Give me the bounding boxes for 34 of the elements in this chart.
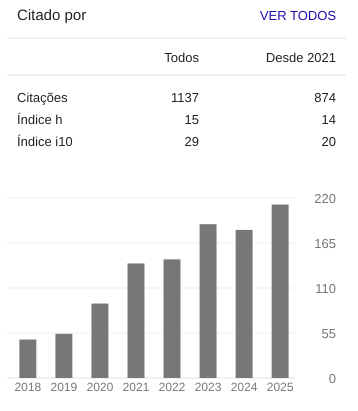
data-label: 15 — [184, 112, 199, 127]
bar — [19, 340, 36, 378]
x-tick-label: 2023 — [194, 380, 222, 394]
bar — [272, 204, 289, 378]
text: Todos — [164, 50, 200, 65]
data-label: 874 — [314, 90, 336, 105]
data-label: 20 — [322, 134, 336, 149]
data-label: 1137 — [171, 90, 199, 105]
bar — [91, 304, 108, 378]
y-tick-label: 220 — [314, 191, 336, 206]
category-label: Índice h — [17, 112, 63, 127]
x-tick-label: 2021 — [122, 380, 150, 394]
bar — [236, 230, 253, 378]
data-label: 14 — [322, 112, 336, 127]
y-tick-label: 55 — [322, 326, 336, 341]
text: Citado por — [17, 7, 86, 24]
category-label: Citações — [17, 90, 68, 105]
category-label: Índice i10 — [17, 134, 73, 149]
bar — [55, 334, 72, 378]
y-tick-label: 165 — [314, 236, 336, 251]
y-tick-label: 110 — [315, 281, 336, 296]
data-label: 29 — [184, 134, 199, 149]
y-tick-label: 0 — [328, 371, 336, 386]
text: Desde 2021 — [266, 50, 336, 65]
x-tick-label: 2019 — [50, 380, 78, 394]
bar — [164, 259, 180, 378]
x-tick-label: 2018 — [14, 380, 42, 394]
x-tick-label: 2024 — [230, 380, 258, 394]
x-tick-label: 2020 — [86, 380, 114, 394]
bar — [128, 263, 144, 378]
x-tick-label: 2022 — [158, 380, 186, 394]
bar — [200, 224, 217, 378]
text: VER TODOS — [260, 8, 336, 23]
x-tick-label: 2025 — [266, 380, 294, 394]
